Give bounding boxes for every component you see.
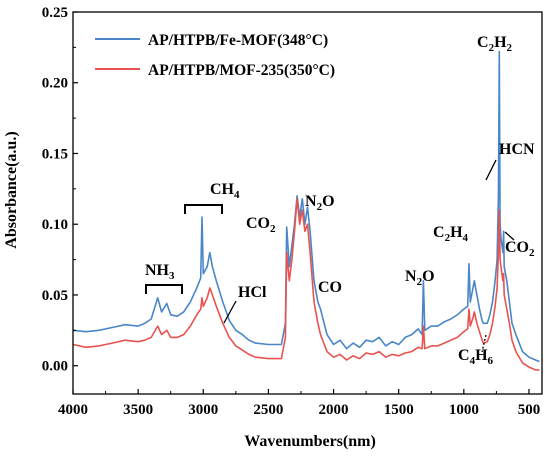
- label-hcn: HCN: [499, 141, 535, 158]
- y-tick-label: 0.15: [42, 146, 68, 162]
- label-co2-b: CO2: [505, 239, 535, 259]
- x-tick-label: 1500: [384, 402, 414, 418]
- leader-hcl: [223, 300, 237, 324]
- x-axis-title: Wavenumbers(nm): [244, 433, 376, 450]
- leader-c4h6: [481, 334, 487, 353]
- y-tick-label: 0.10: [42, 217, 68, 233]
- bracket-ch4: [184, 204, 223, 214]
- x-tick-label: 4000: [58, 402, 88, 418]
- x-tick-label: 3000: [188, 402, 218, 418]
- label-ch4: CH4: [210, 181, 240, 201]
- x-tick-label: 3500: [123, 402, 153, 418]
- series-line-2: [72, 198, 540, 371]
- leader-hcn: [485, 159, 497, 181]
- x-tick-label: 500: [518, 402, 541, 418]
- legend: AP/HTPB/Fe-MOF(348°C) AP/HTPB/MOF-235(350…: [95, 32, 335, 79]
- leader-co2: [504, 231, 515, 241]
- label-n2o-b: N2O: [405, 268, 435, 288]
- label-n2o-a: N2O: [305, 193, 335, 213]
- y-tick-label: 0.00: [42, 359, 68, 375]
- x-tick-label: 2000: [319, 402, 349, 418]
- bracket-nh3: [145, 284, 183, 294]
- label-c2h4: C2H4: [433, 224, 469, 244]
- x-tick-label: 2500: [253, 402, 283, 418]
- legend-label-2: AP/HTPB/MOF-235(350°C): [148, 62, 335, 79]
- y-tick-label: 0.05: [42, 288, 68, 304]
- series-line-1: [72, 50, 540, 363]
- annotations: NH3 CH4 HCl CO2 N2O CO N2O C2H4 C2H2 HCN CO2 C4H6: [145, 34, 535, 367]
- legend-label-1: AP/HTPB/Fe-MOF(348°C): [148, 32, 328, 49]
- label-c2h2: C2H2: [477, 34, 513, 54]
- y-tick-label: 0.25: [42, 5, 68, 21]
- axes: 4000 3500 3000 2500 2000 1500 1000 500 0.00 0.05 0…: [42, 5, 543, 418]
- label-hcl: HCl: [238, 284, 267, 301]
- label-co2-a: CO2: [246, 215, 276, 235]
- y-axis-title: Absorbance(a.u.): [3, 131, 20, 248]
- label-co: CO: [318, 279, 342, 296]
- plot-area: [72, 50, 540, 371]
- y-tick-label: 0.20: [42, 76, 68, 92]
- x-tick-label: 1000: [449, 402, 479, 418]
- label-nh3: NH3: [145, 262, 175, 282]
- label-c4h6: C4H6: [458, 347, 494, 367]
- plot-frame: [72, 11, 543, 395]
